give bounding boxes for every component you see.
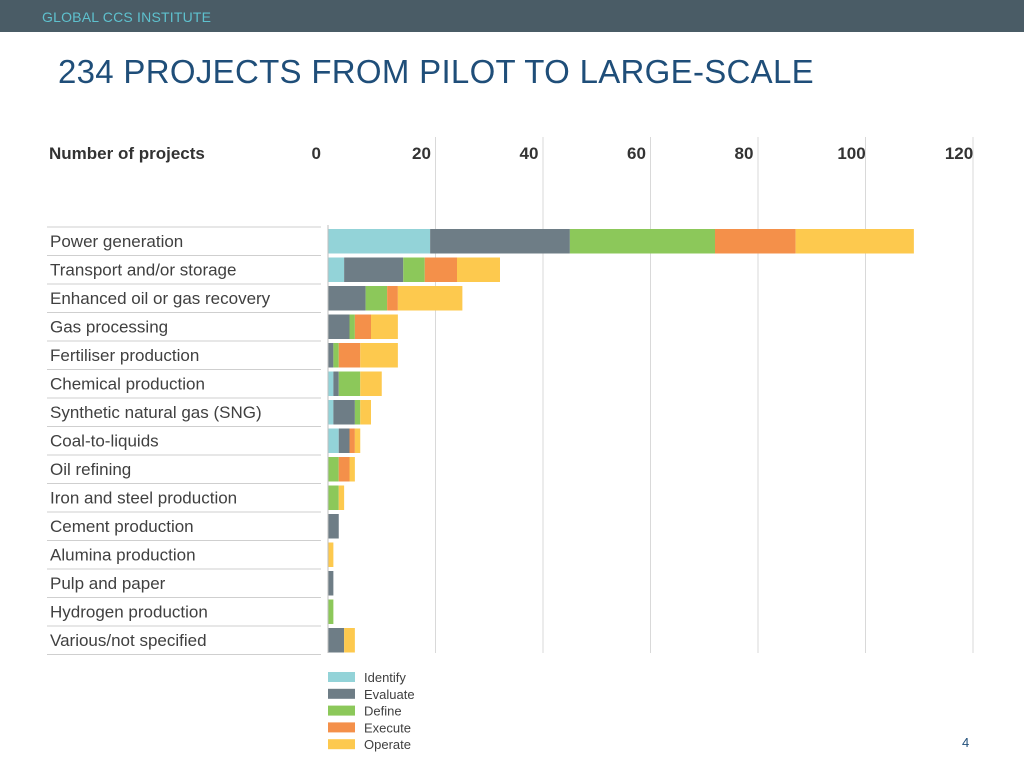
bar-segment [344, 628, 355, 653]
bar-segment [569, 229, 715, 254]
bar-segment [424, 257, 457, 282]
bar-segment [354, 428, 361, 453]
bar-segment [328, 599, 334, 624]
bar-segment [430, 229, 570, 254]
bar-segment [328, 542, 334, 567]
bar-segment [333, 400, 355, 425]
bar-segment [328, 314, 350, 339]
bar-segment [360, 400, 371, 425]
bar-segment [328, 286, 366, 311]
slide-title: 234 PROJECTS FROM PILOT TO LARGE-SCALE [58, 53, 814, 90]
category-label: Transport and/or storage [50, 261, 236, 280]
legend-label: Define [364, 704, 402, 719]
bar-segment [328, 371, 334, 396]
bar-segment [328, 457, 339, 482]
x-tick-label: 20 [412, 144, 431, 163]
x-tick-label: 0 [312, 144, 321, 163]
bar-segment [338, 457, 350, 482]
category-label: Coal-to-liquids [50, 432, 159, 451]
bar-segment [397, 286, 463, 311]
legend-label: Identify [364, 670, 406, 685]
category-label: Alumina production [50, 546, 196, 565]
bar-segment [328, 343, 334, 368]
bar-segment [360, 343, 398, 368]
header-bar: GLOBAL CCS INSTITUTE [0, 0, 1024, 32]
bar-segment [365, 286, 388, 311]
category-label: Power generation [50, 232, 183, 251]
legend-swatch [328, 688, 355, 699]
bar-segment [338, 485, 345, 510]
x-axis-title: Number of projects [49, 144, 205, 163]
bar-segment [403, 257, 425, 282]
x-tick-label: 60 [627, 144, 646, 163]
bar-segment [328, 400, 334, 425]
legend-label: Operate [364, 737, 411, 752]
bar-segment [338, 343, 361, 368]
bar-segment [349, 314, 355, 339]
org-name: GLOBAL CCS INSTITUTE [42, 9, 212, 25]
bar-segment [338, 371, 361, 396]
category-label: Iron and steel production [50, 489, 237, 508]
bar-segment [344, 257, 404, 282]
category-label: Oil refining [50, 460, 131, 479]
bar-segment [354, 400, 361, 425]
bar-segment [333, 343, 339, 368]
x-tick-label: 120 [945, 144, 973, 163]
category-label: Cement production [50, 517, 194, 536]
bar-segment [360, 371, 382, 396]
category-label: Fertiliser production [50, 346, 199, 365]
x-tick-label: 100 [837, 144, 865, 163]
bar-segment [328, 257, 345, 282]
category-label: Pulp and paper [50, 574, 166, 593]
category-label: Synthetic natural gas (SNG) [50, 403, 262, 422]
bar-segment [328, 571, 334, 596]
legend-label: Execute [364, 720, 411, 735]
bar-segment [715, 229, 796, 254]
bar-segment [328, 428, 339, 453]
category-label: Enhanced oil or gas recovery [50, 289, 271, 308]
x-tick-label: 40 [520, 144, 539, 163]
bar-segment [371, 314, 398, 339]
category-label: Various/not specified [50, 631, 207, 650]
category-label: Gas processing [50, 318, 168, 337]
bar-segment [457, 257, 500, 282]
category-label: Chemical production [50, 375, 205, 394]
x-tick-label: 80 [735, 144, 754, 163]
bar-segment [328, 628, 345, 653]
page-number: 4 [962, 735, 970, 750]
bar-segment [338, 428, 350, 453]
bar-segment [328, 485, 339, 510]
legend-swatch [328, 739, 355, 750]
bar-segment [328, 514, 339, 539]
bar-segment [349, 428, 355, 453]
category-label: Hydrogen production [50, 603, 208, 622]
bar-segment [354, 314, 371, 339]
bar-segment [349, 457, 355, 482]
bar-segment [387, 286, 398, 311]
bar-segment [795, 229, 914, 254]
legend-swatch [328, 722, 355, 733]
legend-swatch [328, 672, 355, 682]
legend-swatch [328, 705, 355, 716]
legend-label: Evaluate [364, 687, 415, 702]
bar-segment [333, 371, 339, 396]
bar-segment [328, 229, 431, 254]
